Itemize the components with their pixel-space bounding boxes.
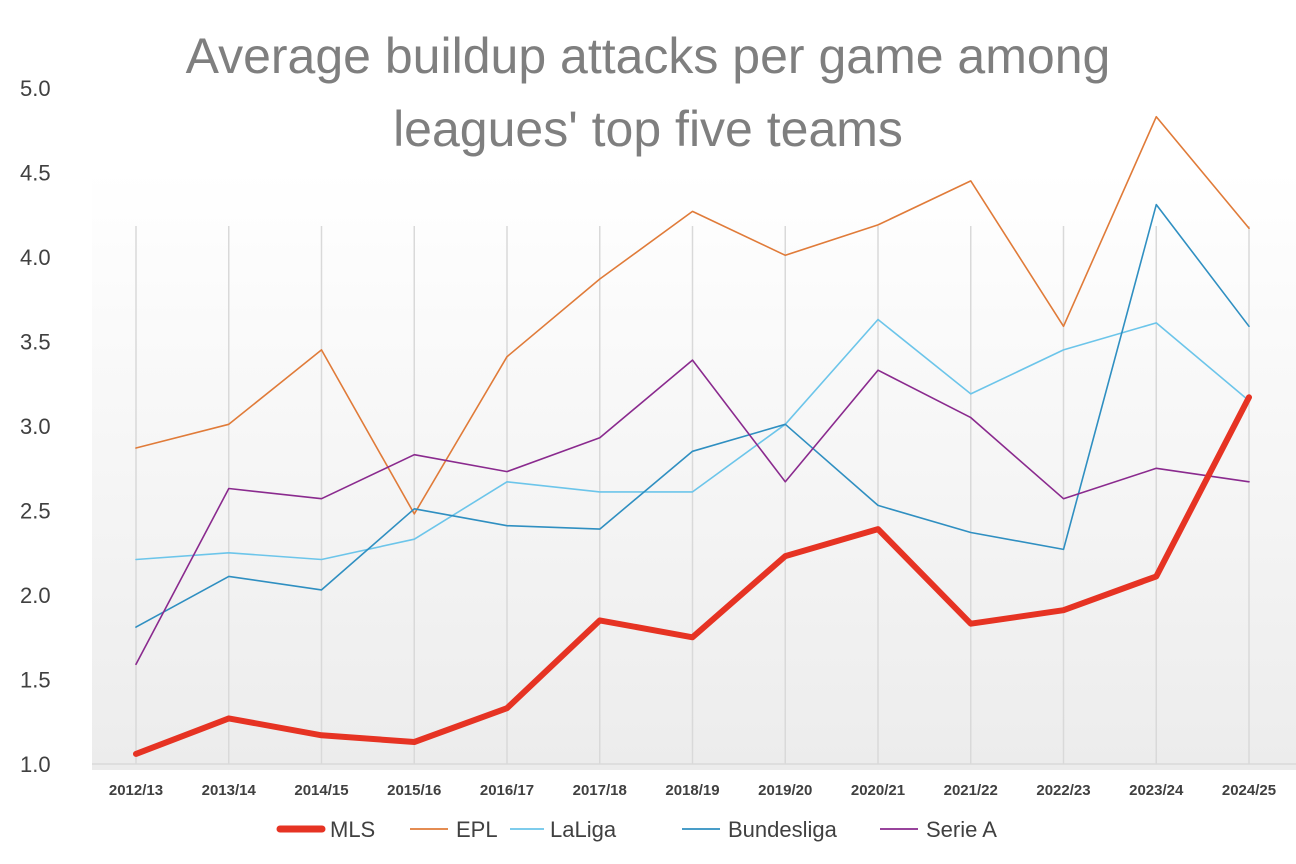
x-tick-label: 2023/24 — [1129, 782, 1184, 799]
y-tick-label: 4.5 — [20, 161, 51, 186]
x-tick-label: 2024/25 — [1222, 782, 1276, 799]
y-tick-label: 3.0 — [20, 414, 51, 439]
x-axis-ticks: 2012/13 2013/14 2014/15 2015/16 2016/17 2017/… — [109, 782, 1276, 799]
series-line-laliga — [135, 318, 1250, 561]
legend-label-bundesliga: Bundesliga — [728, 817, 838, 842]
y-tick-label: 1.0 — [20, 752, 51, 777]
x-tick-label: 2017/18 — [573, 782, 627, 799]
chart-title-line-1: Average buildup attacks per game among — [186, 28, 1111, 84]
y-tick-label: 2.0 — [20, 583, 51, 608]
x-tick-label: 2016/17 — [480, 782, 534, 799]
legend: MLS EPL LaLiga Bundesliga Serie A — [276, 817, 997, 842]
x-tick-label: 2018/19 — [665, 782, 719, 799]
y-tick-label: 4.0 — [20, 245, 51, 270]
y-tick-label: 5.0 — [20, 76, 51, 101]
x-tick-label: 2020/21 — [851, 782, 905, 799]
legend-label-laliga: LaLiga — [550, 817, 617, 842]
series-line-bundesliga — [135, 203, 1250, 628]
gridlines — [92, 226, 1296, 765]
x-tick-label: 2013/14 — [202, 782, 257, 799]
x-tick-label: 2022/23 — [1036, 782, 1090, 799]
y-axis-ticks: 1.0 1.5 2.0 2.5 3.0 3.5 4.0 4.5 5.0 — [20, 76, 51, 777]
legend-label-mls: MLS — [330, 817, 375, 842]
chart-title-line-2: leagues' top five teams — [393, 101, 903, 157]
legend-label-epl: EPL — [456, 817, 498, 842]
series-line-mls — [133, 394, 1252, 757]
legend-label-serie-a: Serie A — [926, 817, 997, 842]
x-tick-label: 2014/15 — [294, 782, 348, 799]
plot-background — [92, 170, 1296, 770]
x-tick-label: 2015/16 — [387, 782, 441, 799]
y-tick-label: 3.5 — [20, 330, 51, 355]
y-tick-label: 1.5 — [20, 668, 51, 693]
y-tick-label: 2.5 — [20, 499, 51, 524]
x-tick-label: 2021/22 — [944, 782, 998, 799]
x-tick-label: 2012/13 — [109, 782, 163, 799]
series-lines — [133, 115, 1252, 757]
chart-title: Average buildup attacks per game among l… — [186, 28, 1111, 157]
x-tick-label: 2019/20 — [758, 782, 812, 799]
series-line-epl — [135, 115, 1250, 515]
series-line-serie-a — [135, 359, 1250, 666]
